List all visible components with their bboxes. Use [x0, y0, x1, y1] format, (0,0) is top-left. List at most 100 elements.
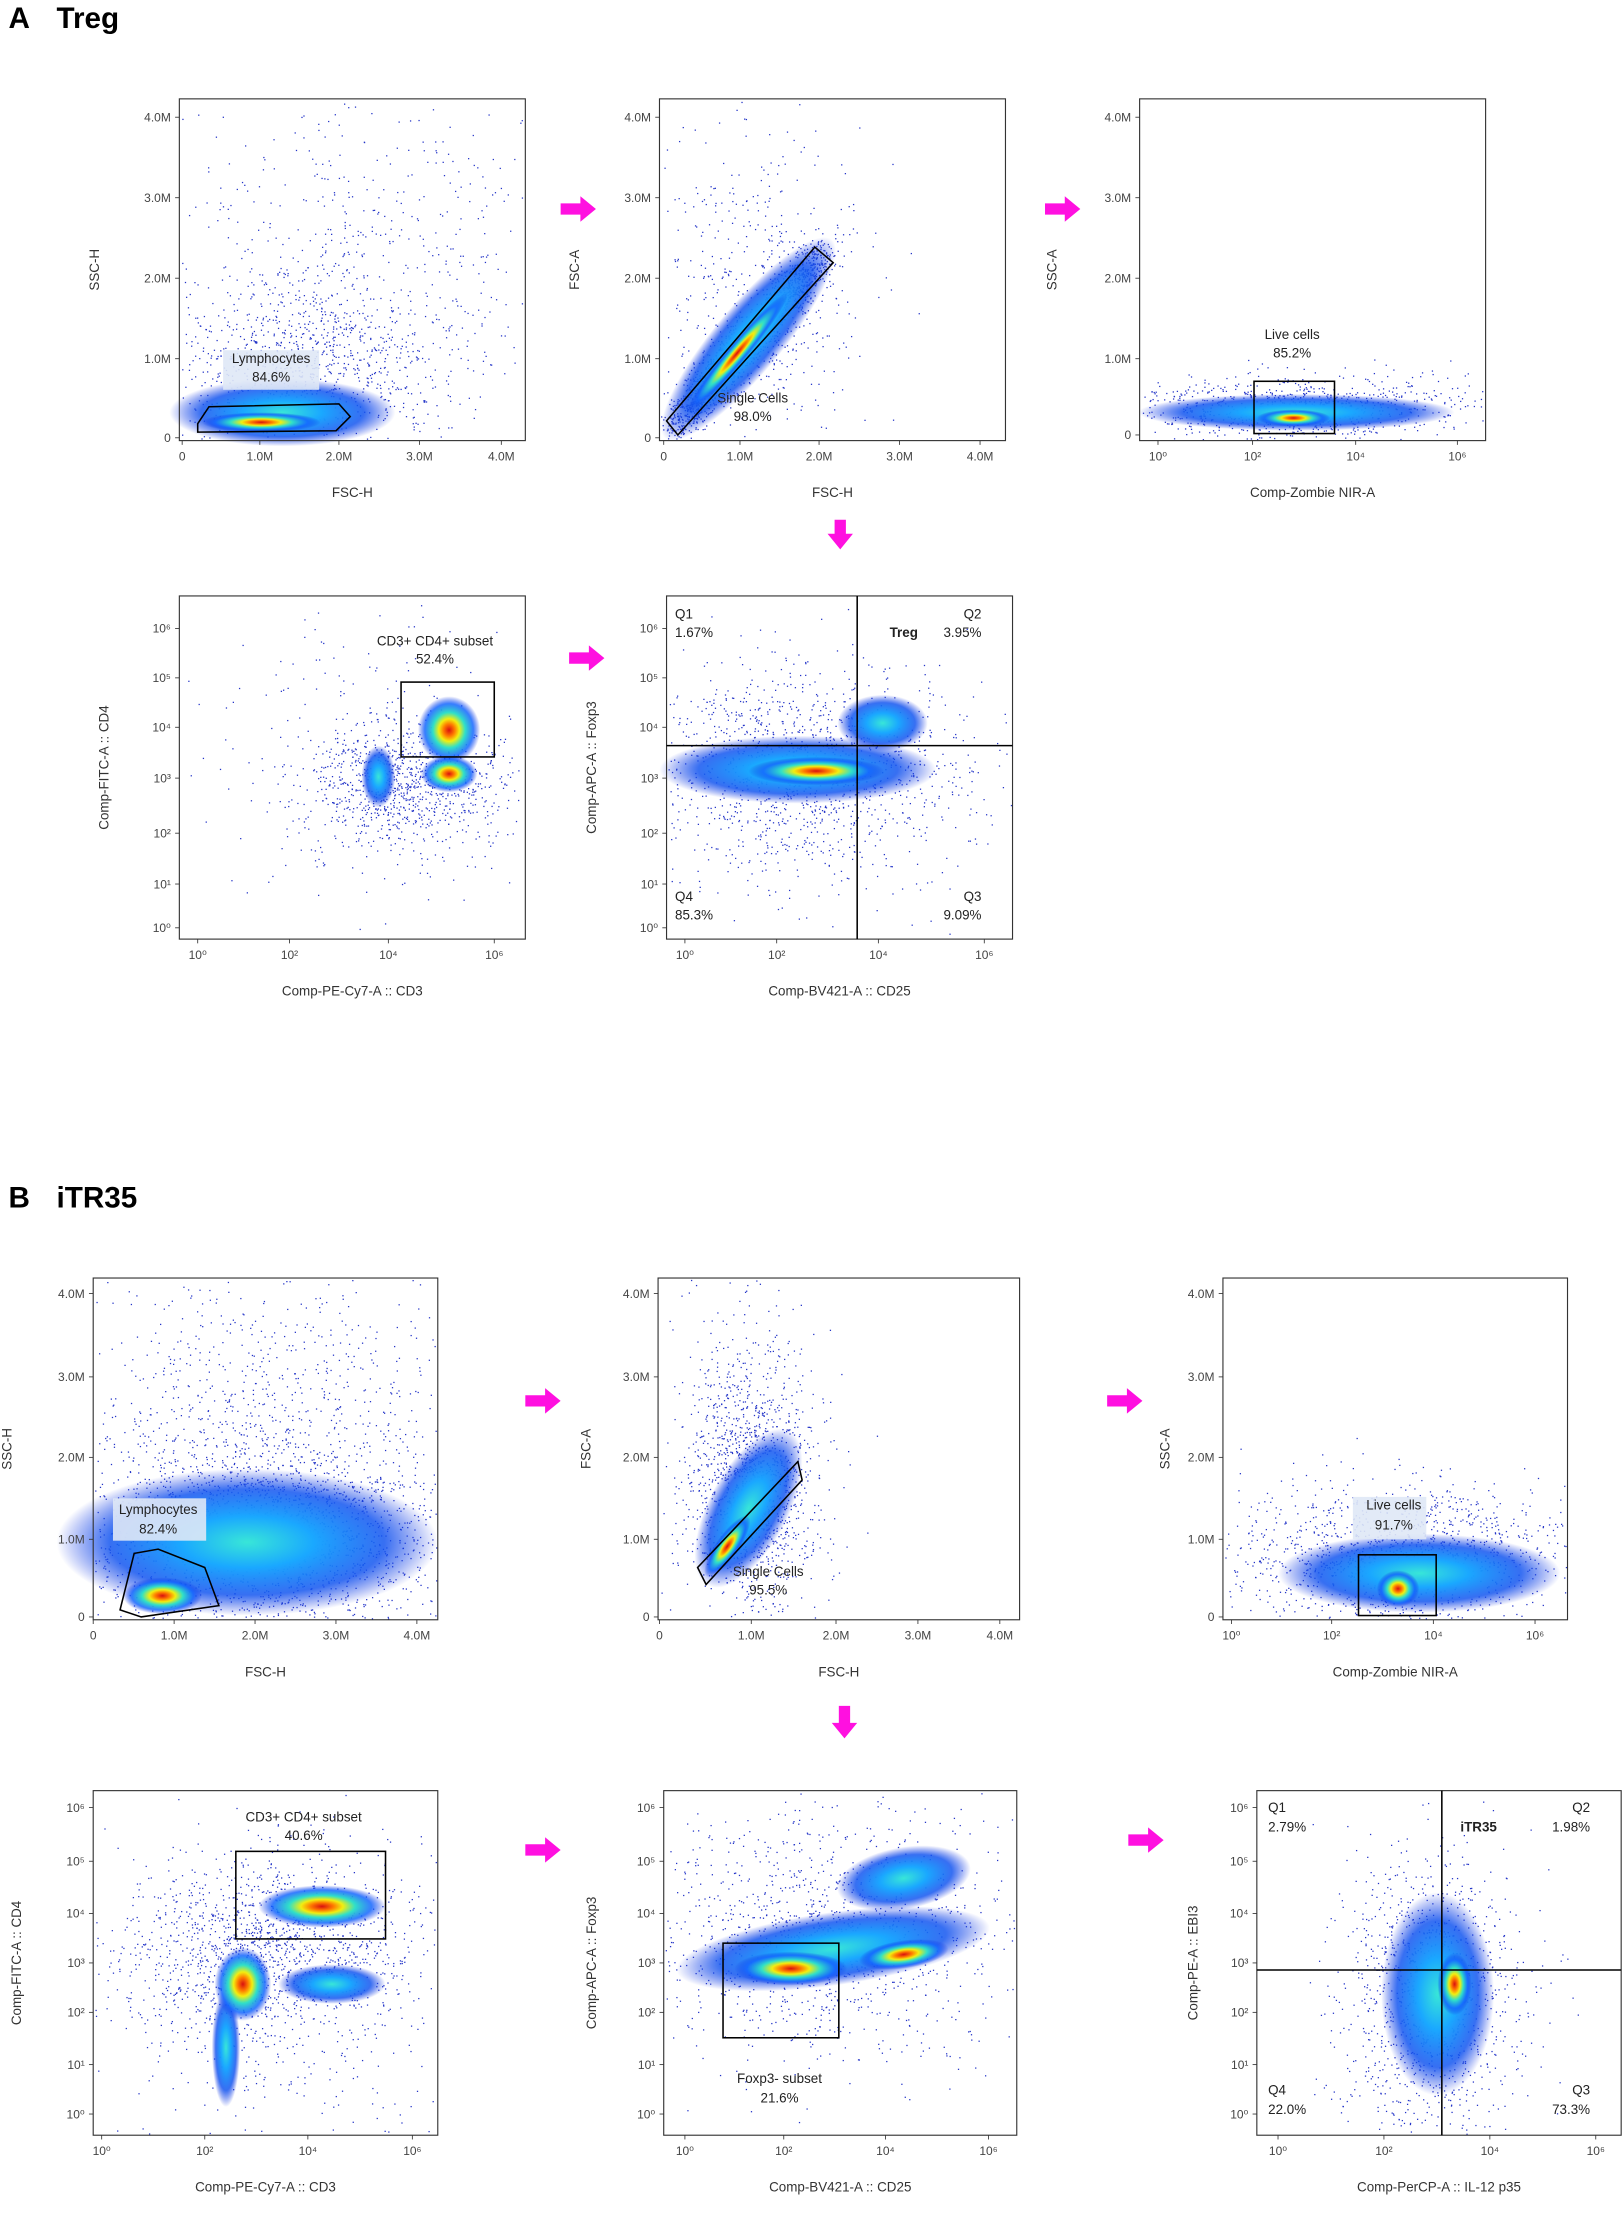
event — [272, 292, 274, 294]
event — [775, 359, 778, 361]
event — [353, 808, 355, 810]
event — [330, 820, 333, 822]
event — [319, 780, 322, 783]
event — [411, 774, 413, 777]
event — [485, 256, 488, 258]
event — [251, 282, 253, 284]
event — [778, 242, 780, 244]
event — [322, 862, 325, 864]
event — [368, 842, 370, 844]
event — [447, 153, 450, 155]
event — [505, 271, 507, 273]
event — [260, 322, 263, 324]
event — [420, 786, 422, 788]
event — [815, 332, 818, 335]
event — [375, 233, 377, 235]
event — [208, 171, 210, 173]
event — [321, 308, 323, 310]
event — [325, 300, 327, 302]
event — [378, 197, 380, 199]
event — [424, 263, 426, 266]
event — [477, 783, 480, 785]
event — [333, 192, 336, 194]
event — [420, 852, 422, 855]
event — [271, 727, 273, 730]
event — [302, 303, 305, 305]
event — [853, 209, 855, 212]
event — [262, 169, 265, 171]
event — [301, 249, 304, 252]
event — [442, 326, 445, 329]
event — [443, 860, 445, 862]
y-tick-label: 3.0M — [144, 191, 171, 205]
event — [1269, 436, 1271, 439]
event — [363, 141, 366, 144]
event — [781, 362, 783, 365]
event — [343, 692, 345, 695]
event — [349, 781, 352, 784]
event — [1304, 383, 1306, 385]
event — [314, 340, 317, 342]
event — [321, 314, 324, 316]
event — [343, 760, 345, 763]
event — [227, 321, 229, 323]
event — [818, 309, 820, 312]
event — [285, 864, 287, 867]
event — [298, 299, 300, 301]
event — [384, 923, 387, 925]
event — [343, 334, 345, 336]
event — [859, 355, 861, 358]
event — [428, 358, 430, 360]
event — [1464, 392, 1466, 394]
event — [259, 274, 261, 276]
event — [754, 398, 756, 400]
event — [1257, 368, 1259, 370]
event — [1373, 394, 1375, 396]
event — [1217, 385, 1219, 387]
event — [689, 295, 692, 297]
event — [458, 816, 461, 818]
event — [194, 282, 196, 284]
event — [317, 200, 319, 202]
event — [434, 386, 437, 388]
y-tick-label: 1.0M — [1104, 352, 1131, 366]
event — [416, 267, 419, 269]
event — [455, 233, 457, 235]
event — [1407, 385, 1409, 388]
event — [356, 251, 358, 253]
y-tick-label: 2.0M — [144, 271, 171, 285]
event — [472, 791, 474, 793]
event — [332, 338, 334, 340]
event — [346, 270, 348, 272]
event — [521, 120, 523, 122]
event — [201, 385, 203, 387]
panel-title: Treg — [56, 2, 119, 35]
event — [419, 754, 421, 756]
event — [187, 307, 190, 309]
event — [315, 688, 318, 690]
event — [189, 364, 191, 366]
event — [484, 233, 486, 235]
event — [264, 159, 266, 161]
event — [228, 788, 230, 790]
event — [487, 763, 489, 765]
event — [408, 149, 410, 151]
event — [389, 316, 391, 319]
event — [1286, 434, 1288, 436]
event — [195, 206, 197, 208]
event — [840, 208, 842, 211]
event — [1312, 431, 1314, 433]
event — [422, 238, 424, 240]
event — [324, 780, 326, 783]
event — [267, 240, 269, 242]
event — [434, 854, 437, 856]
gate-percent: 85.2% — [1273, 345, 1311, 360]
event — [472, 314, 474, 316]
event — [343, 808, 346, 810]
event — [717, 289, 719, 291]
event — [250, 298, 252, 300]
event — [436, 794, 439, 796]
density — [201, 412, 321, 433]
event — [210, 385, 212, 387]
event — [275, 344, 278, 346]
